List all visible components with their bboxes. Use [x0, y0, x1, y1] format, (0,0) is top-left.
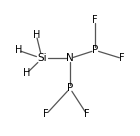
Text: F: F: [43, 109, 49, 119]
Text: H: H: [15, 45, 22, 55]
Text: P: P: [67, 83, 73, 93]
Text: P: P: [92, 45, 98, 55]
Text: H: H: [33, 30, 40, 40]
Text: H: H: [23, 68, 30, 78]
Text: N: N: [66, 53, 74, 64]
Text: F: F: [119, 53, 125, 64]
Text: F: F: [92, 15, 98, 25]
Text: Si: Si: [37, 53, 47, 64]
Text: F: F: [84, 109, 90, 119]
